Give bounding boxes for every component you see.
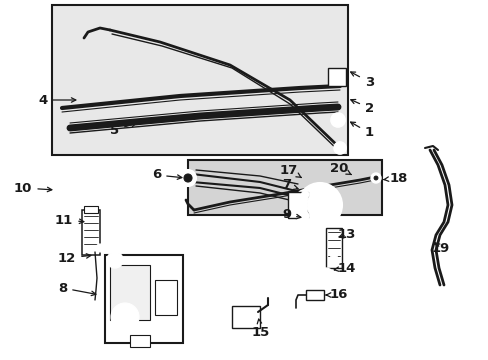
FancyBboxPatch shape	[82, 210, 100, 255]
FancyBboxPatch shape	[84, 206, 98, 213]
Text: 15: 15	[251, 319, 269, 338]
FancyBboxPatch shape	[187, 160, 381, 215]
Circle shape	[297, 183, 341, 227]
Text: 6: 6	[152, 168, 182, 181]
Text: 7: 7	[282, 179, 297, 192]
Circle shape	[330, 113, 345, 127]
Circle shape	[111, 303, 139, 331]
Circle shape	[323, 272, 328, 278]
FancyBboxPatch shape	[305, 290, 324, 300]
FancyBboxPatch shape	[155, 280, 177, 315]
Circle shape	[96, 244, 104, 252]
Text: 16: 16	[325, 288, 347, 302]
Circle shape	[370, 173, 380, 183]
Circle shape	[310, 218, 318, 226]
FancyBboxPatch shape	[327, 68, 346, 86]
Text: 2: 2	[350, 99, 373, 114]
FancyBboxPatch shape	[130, 335, 150, 347]
Text: 11: 11	[55, 213, 83, 226]
Circle shape	[321, 184, 329, 192]
Text: 19: 19	[431, 242, 449, 255]
Circle shape	[330, 190, 338, 198]
Circle shape	[296, 190, 312, 206]
Text: 17: 17	[280, 163, 301, 177]
Circle shape	[183, 174, 192, 182]
Text: 18: 18	[383, 171, 407, 184]
Circle shape	[302, 195, 307, 201]
Text: 5: 5	[110, 122, 136, 136]
Circle shape	[295, 215, 309, 229]
FancyBboxPatch shape	[52, 5, 347, 155]
FancyBboxPatch shape	[110, 265, 150, 320]
FancyBboxPatch shape	[287, 192, 307, 218]
Circle shape	[373, 176, 377, 180]
FancyBboxPatch shape	[231, 306, 260, 328]
Text: 14: 14	[333, 261, 355, 274]
Text: 12: 12	[58, 252, 91, 265]
Circle shape	[310, 184, 318, 192]
Circle shape	[111, 256, 119, 264]
Text: 4: 4	[38, 94, 76, 107]
Circle shape	[298, 218, 306, 226]
Circle shape	[318, 268, 332, 282]
Circle shape	[301, 212, 309, 220]
FancyBboxPatch shape	[325, 228, 341, 268]
Text: 1: 1	[350, 122, 373, 139]
Circle shape	[330, 212, 338, 220]
Circle shape	[333, 201, 341, 209]
Text: 8: 8	[58, 282, 96, 296]
Text: 20: 20	[329, 162, 350, 175]
Circle shape	[50, 182, 66, 198]
Text: 9: 9	[282, 208, 300, 221]
Circle shape	[66, 182, 82, 198]
Circle shape	[301, 190, 309, 198]
Circle shape	[180, 170, 196, 186]
Circle shape	[321, 218, 329, 226]
Circle shape	[329, 250, 337, 258]
Circle shape	[297, 201, 305, 209]
Text: 10: 10	[14, 181, 52, 194]
Circle shape	[107, 252, 123, 268]
Circle shape	[306, 192, 332, 218]
Circle shape	[334, 117, 341, 123]
Text: 3: 3	[350, 72, 373, 89]
Circle shape	[331, 72, 341, 82]
FancyBboxPatch shape	[105, 255, 183, 343]
Circle shape	[333, 142, 346, 154]
Text: 13: 13	[337, 229, 355, 242]
